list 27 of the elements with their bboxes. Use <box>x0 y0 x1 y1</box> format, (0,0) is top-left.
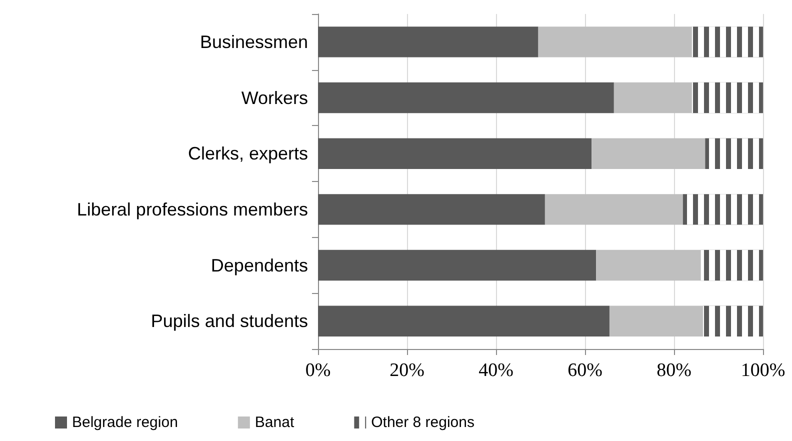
bar <box>318 138 592 169</box>
bar <box>544 194 683 225</box>
x-tick-label: 20% <box>390 360 425 381</box>
x-tick-label: 0% <box>305 360 331 381</box>
y-tick-label: Pupils and students <box>150 311 308 332</box>
bar <box>318 306 610 336</box>
legend-label: Other 8 regions <box>371 414 474 431</box>
legend-label: Banat <box>254 414 295 431</box>
bar <box>318 82 614 114</box>
y-tick-label: Clerks, experts <box>188 144 308 164</box>
y-tick-label: Liberal professions members <box>76 199 308 220</box>
legend-label: Belgrade region <box>72 414 178 431</box>
x-tick-label: 80% <box>656 360 692 381</box>
bar <box>592 138 706 169</box>
bar <box>318 194 545 225</box>
bar <box>538 26 692 58</box>
x-tick-label: 60% <box>568 360 603 381</box>
y-tick-label: Workers <box>241 88 308 108</box>
y-tick-label: Dependents <box>210 255 308 276</box>
x-tick-label: 40% <box>478 360 514 381</box>
bar <box>318 26 538 58</box>
bar <box>609 306 703 336</box>
x-tick-label: 100% <box>740 360 786 381</box>
y-tick-label: Businessmen <box>200 32 308 52</box>
bar <box>318 250 596 281</box>
bar <box>614 82 692 114</box>
bar <box>596 250 701 281</box>
